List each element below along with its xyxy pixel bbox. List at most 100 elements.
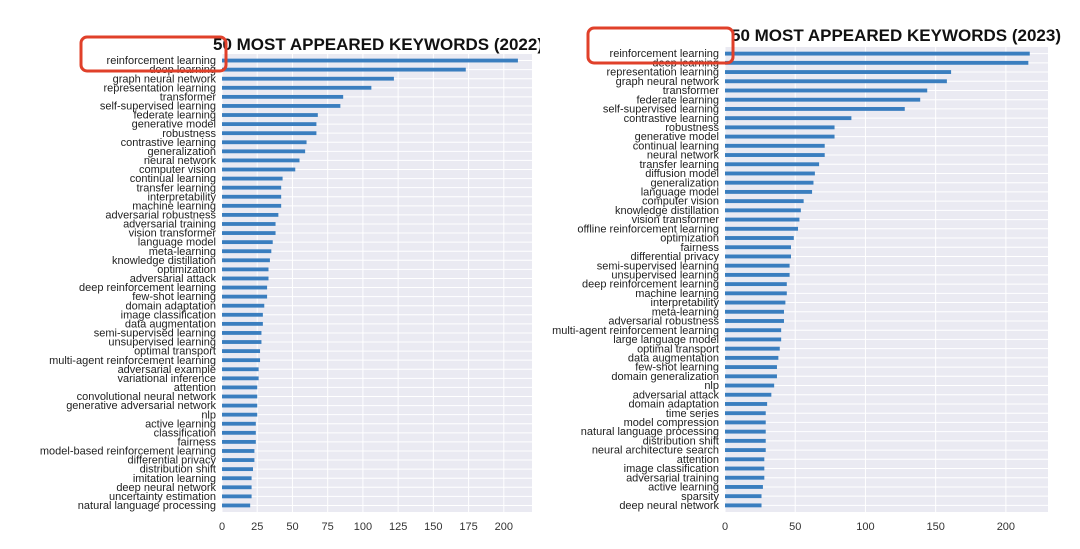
category-label: language model <box>641 187 719 199</box>
bar <box>725 475 765 480</box>
category-label: natural language processing <box>78 500 216 512</box>
category-label: generative model <box>635 131 719 143</box>
x-tick-label: 150 <box>926 521 944 533</box>
bar <box>725 392 772 397</box>
category-label: robustness <box>162 128 216 140</box>
bar <box>725 448 766 453</box>
category-label: attention <box>677 454 719 466</box>
category-label: graph neural network <box>113 73 217 85</box>
bar <box>725 116 852 121</box>
bar <box>725 429 766 434</box>
category-label: time series <box>666 408 720 420</box>
category-label: adversarial robustness <box>105 210 216 222</box>
category-label: convolutional neural network <box>77 391 217 403</box>
category-label: transfer learning <box>137 182 217 194</box>
bar <box>222 240 273 245</box>
bar <box>222 122 317 127</box>
category-label: transformer <box>160 91 217 103</box>
bar <box>725 337 782 342</box>
bar <box>222 385 258 390</box>
bar <box>222 149 306 154</box>
category-label: data augmentation <box>628 352 719 364</box>
bar <box>222 376 259 381</box>
bar <box>725 309 784 314</box>
bar <box>725 162 820 167</box>
bar <box>222 140 307 145</box>
bar <box>725 217 800 222</box>
category-label: neural architecture search <box>592 445 719 457</box>
category-label: few-shot learning <box>132 291 216 303</box>
bar <box>222 458 255 462</box>
category-label: knowledge distillation <box>615 205 719 217</box>
bar <box>222 167 296 172</box>
category-label: sparsity <box>681 491 719 503</box>
bar <box>725 199 804 204</box>
category-label: self-supervised learning <box>603 104 719 116</box>
category-label: robustness <box>665 122 719 134</box>
category-label: imitation learning <box>133 473 216 485</box>
bar <box>222 131 317 136</box>
x-tick-label: 25 <box>251 521 263 533</box>
bar <box>222 358 261 363</box>
bar <box>222 430 256 435</box>
bar <box>725 60 1029 65</box>
bar <box>725 106 905 111</box>
category-label: generalization <box>651 177 720 189</box>
bar <box>222 303 265 308</box>
category-label: semi-supervised learning <box>94 328 216 340</box>
bar <box>725 153 825 157</box>
bar <box>222 267 269 272</box>
bar <box>725 383 775 388</box>
category-label: neural network <box>647 150 720 162</box>
category-label: neural network <box>144 155 217 167</box>
category-label: nlp <box>704 380 719 392</box>
bar <box>222 113 318 117</box>
category-label: unsupervised learning <box>108 337 216 349</box>
bar <box>222 421 256 426</box>
category-label: federate learning <box>133 110 216 122</box>
bar <box>725 88 928 93</box>
category-label: continual learning <box>130 173 216 185</box>
bar <box>222 249 272 254</box>
bar <box>725 466 765 471</box>
category-label: distribution shift <box>643 435 719 447</box>
bar <box>725 374 777 379</box>
chart-2022: 0 25 50 75 100 125 150 175 200 reinforcement lear… <box>40 35 540 533</box>
chart-title: 50 MOST APPEARED KEYWORDS (2022) <box>213 35 540 54</box>
category-label: few-shot learning <box>635 362 719 374</box>
bar <box>222 276 269 281</box>
category-label: vision transformer <box>632 214 720 226</box>
bar <box>725 365 777 370</box>
bar <box>222 222 276 226</box>
category-label: adversarial attack <box>633 389 720 401</box>
bar <box>725 319 784 323</box>
category-label: offline reinforcement learning <box>577 223 719 235</box>
bar <box>222 212 279 217</box>
category-label: image classification <box>624 463 719 475</box>
bar <box>222 367 259 372</box>
category-label: adversarial robustness <box>608 316 719 328</box>
chart-title: 50 MOST APPEARED KEYWORDS (2023) <box>731 26 1061 45</box>
bar <box>222 285 268 290</box>
category-label: adversarial training <box>626 472 719 484</box>
category-label: generalization <box>148 146 217 158</box>
category-label: adversarial example <box>118 364 216 376</box>
bar <box>725 420 766 425</box>
category-label: semi-supervised learning <box>597 260 719 272</box>
category-label: graph neural network <box>616 76 720 88</box>
bar <box>222 67 466 72</box>
category-label: multi-agent reinforcement learning <box>552 325 719 337</box>
category-label: contrastive learning <box>121 137 216 149</box>
category-label: generative adversarial network <box>66 400 216 412</box>
bar <box>725 438 766 443</box>
category-label: variational inference <box>118 373 216 385</box>
category-label: fairness <box>680 242 719 254</box>
category-label: deep neural network <box>619 500 719 512</box>
category-label: classification <box>154 427 216 439</box>
category-label: meta-learning <box>149 246 216 258</box>
category-label: natural language processing <box>581 426 719 438</box>
x-tick-label: 0 <box>722 521 728 533</box>
category-label: adversarial training <box>123 219 216 231</box>
bar <box>222 476 252 481</box>
bar <box>725 189 813 194</box>
